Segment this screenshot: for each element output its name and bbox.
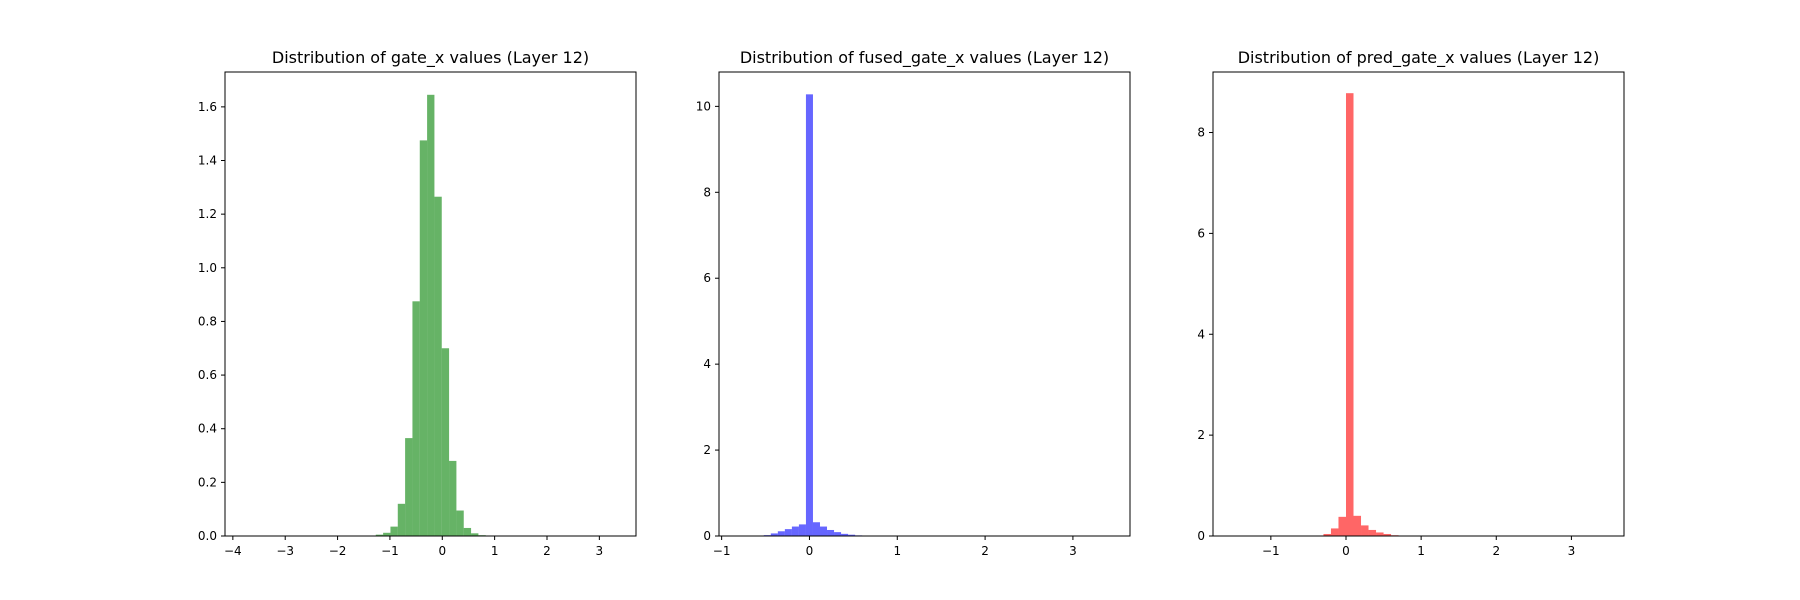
histogram-bar	[1345, 93, 1354, 536]
histogram-bar	[383, 532, 391, 536]
histogram-bar	[805, 94, 813, 536]
y-tick-label: 2	[1197, 428, 1205, 442]
histogram-bar	[798, 524, 806, 536]
histogram-bar	[841, 533, 849, 536]
histogram-bar	[1361, 525, 1369, 536]
histogram-bar	[434, 196, 442, 536]
y-tick-label: 4	[703, 357, 711, 371]
histogram-bar	[848, 534, 856, 536]
y-tick-label: 0.0	[198, 529, 217, 543]
y-tick-label: 0.4	[198, 422, 217, 436]
histogram-bar	[441, 348, 450, 536]
x-tick-label: 3	[1069, 544, 1077, 558]
y-tick-label: 2	[703, 443, 711, 457]
axes-frame	[1212, 71, 1625, 537]
histogram-bar	[784, 529, 792, 536]
x-tick-label: 0	[806, 544, 814, 558]
x-tick-label: −1	[1262, 544, 1280, 558]
histogram-bar	[791, 526, 799, 536]
histogram-bar	[1368, 529, 1377, 536]
x-tick-label: −4	[224, 544, 242, 558]
histogram-bar	[449, 460, 457, 536]
y-tick-label: 10	[696, 99, 711, 113]
histogram-bar	[834, 532, 842, 536]
x-tick-label: 3	[596, 544, 604, 558]
chart-title: Distribution of fused_gate_x values (Lay…	[740, 48, 1109, 68]
y-tick-label: 1.2	[198, 207, 217, 221]
y-tick-label: 0	[703, 529, 711, 543]
x-tick-label: 3	[1568, 544, 1576, 558]
y-tick-label: 8	[1197, 126, 1205, 140]
histogram-bar	[405, 438, 413, 536]
histogram-bar	[471, 533, 479, 536]
chart-title: Distribution of gate_x values (Layer 12)	[272, 48, 589, 68]
histogram-bar	[1330, 528, 1339, 536]
histogram-bar	[1323, 533, 1331, 536]
histogram-bar	[456, 510, 464, 536]
chart-panel-1: −4 −3 −2 −1 0 1 2 3 0.0 0.2 0.4 0.6 0.8 1.0 1.2 1.4 1.6 D…	[198, 48, 637, 558]
histogram-bar	[777, 531, 785, 536]
x-tick-label: −2	[329, 544, 347, 558]
chart-panel-3: −1 0 1 2 3 0 2 4 6 8 Distribution of pred_gate_x v…	[1197, 48, 1625, 558]
histogram-bar	[397, 503, 406, 536]
chart-title: Distribution of pred_gate_x values (Laye…	[1238, 48, 1600, 68]
histogram-bar	[1376, 532, 1384, 536]
y-tick-label: 0.2	[198, 475, 217, 489]
y-tick-label: 4	[1197, 327, 1205, 341]
y-tick-label: 1.4	[198, 154, 217, 168]
histogram-bar	[819, 526, 828, 536]
x-tick-label: −1	[381, 544, 399, 558]
histogram-bar	[463, 527, 472, 536]
axes-frame	[224, 71, 637, 537]
x-tick-label: 2	[981, 544, 989, 558]
y-tick-label: 0	[1197, 529, 1205, 543]
histogram-bar	[375, 534, 384, 536]
x-tick-label: 2	[543, 544, 551, 558]
x-tick-label: 1	[893, 544, 901, 558]
histogram-bar	[827, 529, 835, 536]
y-tick-label: 0.8	[198, 314, 217, 328]
histogram-bar	[1383, 533, 1392, 536]
y-tick-label: 0.6	[198, 368, 217, 382]
y-tick-label: 1.6	[198, 100, 217, 114]
x-tick-label: −3	[276, 544, 294, 558]
axes-frame	[718, 71, 1131, 537]
histogram-bar	[1353, 515, 1362, 536]
x-tick-label: 1	[491, 544, 499, 558]
x-tick-label: −1	[713, 544, 731, 558]
x-tick-label: 2	[1492, 544, 1500, 558]
y-tick-label: 1.0	[198, 261, 217, 275]
x-tick-label: 0	[438, 544, 446, 558]
x-tick-label: 1	[1417, 544, 1425, 558]
histogram-bar	[390, 526, 398, 536]
y-tick-label: 6	[703, 271, 711, 285]
histogram-bar	[812, 522, 820, 536]
y-tick-label: 8	[703, 185, 711, 199]
histogram-bar	[770, 533, 778, 536]
y-tick-label: 6	[1197, 226, 1205, 240]
histogram-bar	[412, 301, 420, 536]
histogram-bar	[419, 140, 428, 536]
x-tick-label: 0	[1342, 544, 1350, 558]
histogram-bar	[1338, 516, 1346, 536]
histogram-bar	[427, 94, 435, 536]
